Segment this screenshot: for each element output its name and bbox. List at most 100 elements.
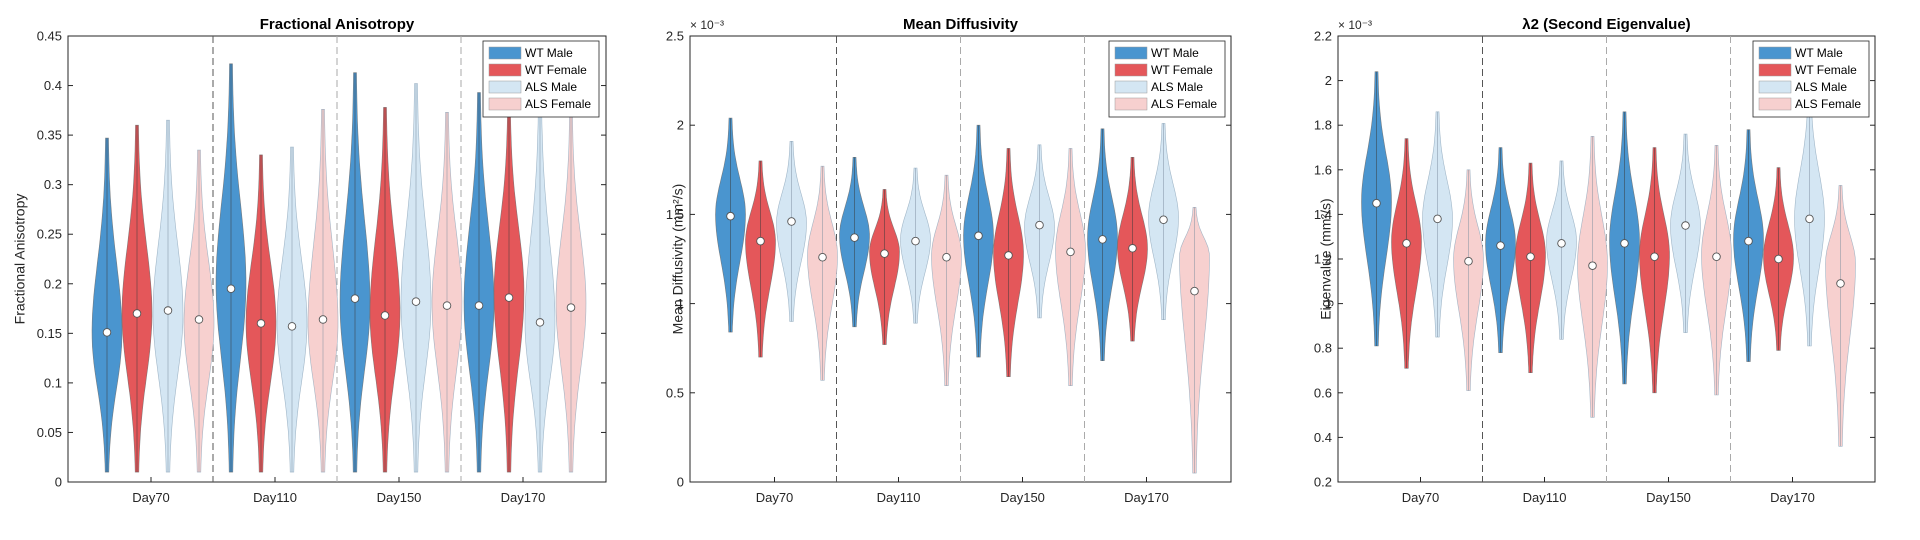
- x-tick-label: Day170: [1770, 490, 1815, 505]
- median-marker: [1774, 254, 1783, 264]
- median-marker: [1464, 256, 1473, 266]
- median-marker: [756, 236, 765, 246]
- median-marker: [287, 322, 297, 331]
- legend-swatch: [488, 80, 522, 94]
- y-tick-label: 0.45: [37, 29, 62, 44]
- y-axis-label: Eigenvalue (mm²/s): [1317, 198, 1333, 319]
- legend-label: ALS Male: [525, 80, 577, 94]
- y-tick-label: 1.2: [1314, 252, 1332, 267]
- median-marker: [1035, 220, 1044, 230]
- y-tick-label: 0.25: [37, 227, 62, 242]
- median-marker: [535, 318, 545, 327]
- md-panel: 0 0.5 1 1.5 2 2.5 Day70 Day110 Day150 Day170 Mean …: [666, 16, 1232, 505]
- median-marker: [1588, 261, 1597, 270]
- y-tick-label: 0.4: [1314, 430, 1332, 445]
- legend-label: ALS Female: [525, 97, 591, 111]
- legend: WT Male WT Female ALS Male ALS Female: [482, 40, 600, 118]
- median-marker: [1526, 252, 1535, 262]
- median-marker: [942, 252, 951, 262]
- y-tick-label: 0.15: [37, 326, 62, 341]
- median-marker: [726, 211, 735, 221]
- legend: WT Male WT Female ALS Male ALS Female: [1108, 40, 1226, 118]
- legend-label: WT Male: [1151, 46, 1199, 60]
- median-marker: [474, 301, 484, 310]
- y-tick-label: 0.2: [44, 276, 62, 291]
- y-tick-label: 0.8: [1314, 341, 1332, 356]
- legend-label: WT Female: [525, 63, 587, 77]
- median-marker: [1496, 241, 1505, 250]
- legend-swatch: [1114, 46, 1148, 60]
- median-marker: [1402, 239, 1411, 248]
- median-marker: [566, 303, 576, 312]
- median-marker: [132, 309, 142, 318]
- y-tick-label: 1.4: [1314, 207, 1332, 222]
- median-marker: [1159, 215, 1168, 225]
- legend: WT Male WT Female ALS Male ALS Female: [1752, 40, 1870, 118]
- median-marker: [1557, 239, 1566, 248]
- y-exponent-label: × 10⁻³: [690, 18, 724, 32]
- median-marker: [911, 236, 920, 246]
- median-marker: [850, 233, 859, 242]
- legend-swatch: [1758, 97, 1792, 111]
- chart-title: λ2 (Second Eigenvalue): [1522, 16, 1690, 33]
- y-tick-label: 2.5: [666, 29, 684, 44]
- y-tick-label: 1: [1325, 296, 1332, 311]
- y-tick-label: 2: [1325, 73, 1332, 88]
- median-marker: [411, 297, 421, 306]
- legend-swatch: [1114, 97, 1148, 111]
- y-exponent-label: × 10⁻³: [1338, 18, 1372, 32]
- median-marker: [1004, 251, 1013, 260]
- legend-label: ALS Female: [1151, 97, 1217, 111]
- median-marker: [1620, 239, 1629, 248]
- median-marker: [1650, 252, 1659, 262]
- median-marker: [442, 301, 452, 310]
- y-tick-label: 0.05: [37, 425, 62, 440]
- median-marker: [1433, 214, 1442, 224]
- legend-swatch: [1758, 63, 1792, 77]
- x-tick-label: Day150: [377, 490, 422, 505]
- y-tick-label: 0.5: [666, 385, 684, 400]
- legend-swatch: [488, 97, 522, 111]
- x-tick-label: Day150: [1646, 490, 1691, 505]
- fa-panel: 0 0.05 0.1 0.15 0.2 0.25 0.3 0.35 0.4 0.45 Day70 Da…: [11, 16, 607, 505]
- y-tick-label: 0: [55, 475, 62, 490]
- median-marker: [256, 319, 266, 328]
- median-marker: [818, 252, 827, 262]
- legend-label: WT Female: [1795, 63, 1857, 77]
- median-marker: [1190, 286, 1199, 296]
- legend-label: ALS Female: [1795, 97, 1861, 111]
- median-marker: [1066, 247, 1075, 257]
- median-marker: [1372, 198, 1381, 208]
- median-marker: [1836, 279, 1845, 288]
- y-tick-label: 1.6: [1314, 162, 1332, 177]
- x-tick-label: Day170: [501, 490, 546, 505]
- y-axis-label: Fractional Anisotropy: [11, 194, 27, 325]
- y-tick-label: 0.1: [44, 375, 62, 390]
- legend-swatch: [1758, 46, 1792, 60]
- y-tick-label: 2.2: [1314, 29, 1332, 44]
- median-marker: [318, 315, 328, 324]
- y-tick-label: 1.8: [1314, 118, 1332, 133]
- y-tick-label: 0.6: [1314, 385, 1332, 400]
- legend-swatch: [1114, 80, 1148, 94]
- median-marker: [163, 306, 173, 315]
- y-tick-label: 0: [677, 475, 684, 490]
- median-marker: [226, 284, 236, 293]
- x-tick-label: Day110: [877, 490, 921, 505]
- x-tick-label: Day70: [756, 490, 794, 505]
- median-marker: [102, 328, 112, 337]
- legend-swatch: [488, 63, 522, 77]
- median-marker: [880, 249, 889, 258]
- median-marker: [1128, 244, 1137, 253]
- median-marker: [1098, 235, 1107, 244]
- legend-label: ALS Male: [1795, 80, 1847, 94]
- median-marker: [787, 217, 796, 226]
- x-tick-label: Day170: [1124, 490, 1169, 505]
- x-tick-label: Day110: [1523, 490, 1567, 505]
- legend-swatch: [1758, 80, 1792, 94]
- y-tick-label: 0.2: [1314, 475, 1332, 490]
- median-marker: [380, 311, 390, 320]
- median-marker: [504, 293, 514, 302]
- legend-label: ALS Male: [1151, 80, 1203, 94]
